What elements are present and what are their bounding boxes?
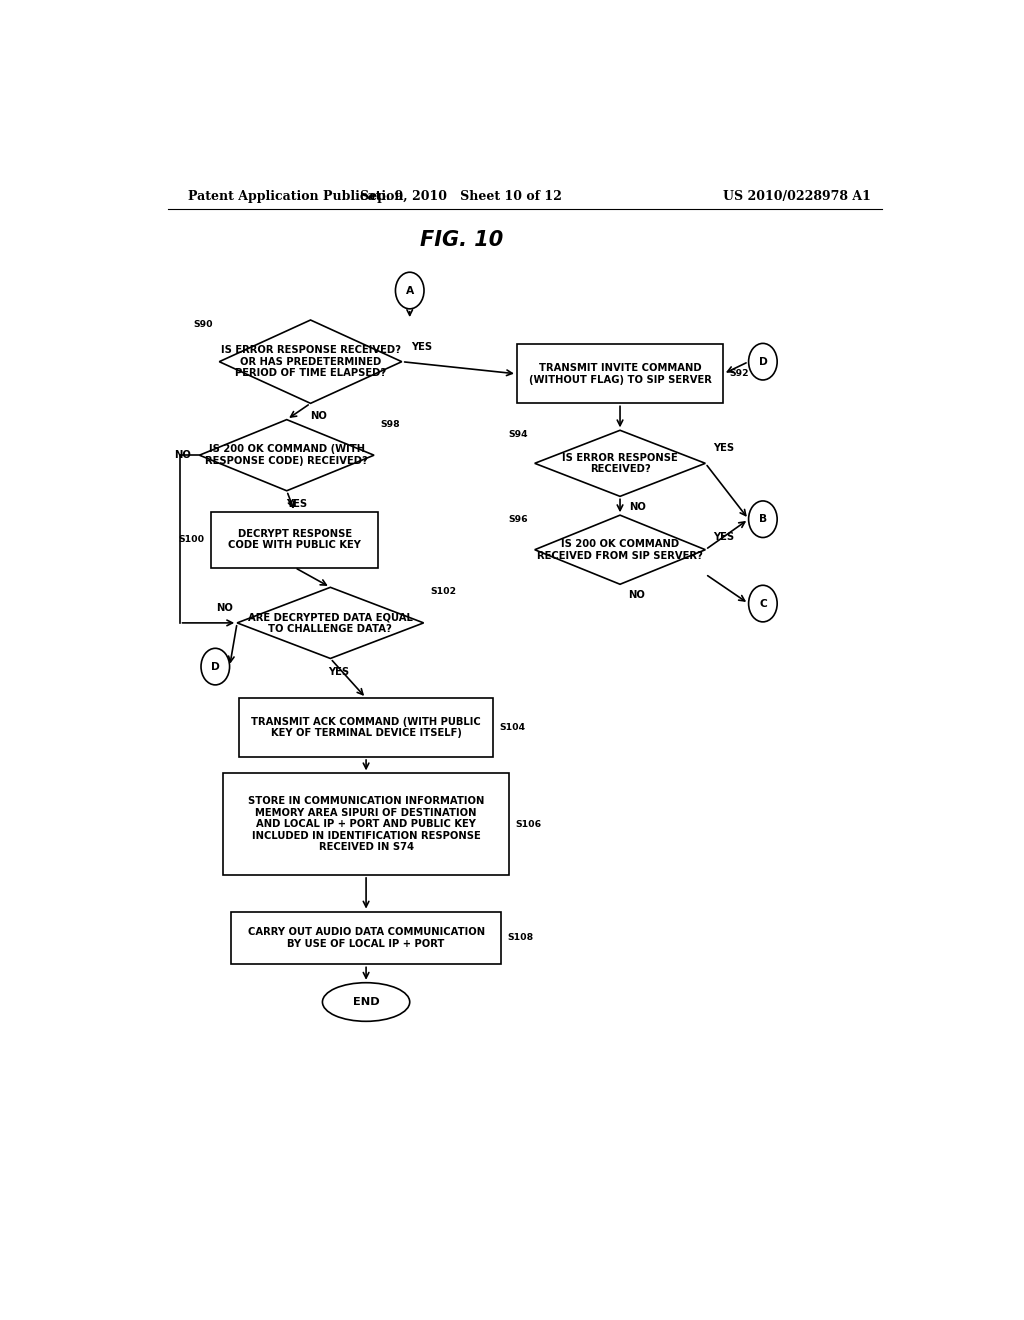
Circle shape xyxy=(395,272,424,309)
Text: C: C xyxy=(759,598,767,609)
Text: S102: S102 xyxy=(430,587,456,597)
Polygon shape xyxy=(200,420,374,491)
Text: NO: NO xyxy=(310,412,327,421)
Text: IS ERROR RESPONSE
RECEIVED?: IS ERROR RESPONSE RECEIVED? xyxy=(562,453,678,474)
Text: NO: NO xyxy=(216,603,233,612)
Ellipse shape xyxy=(323,982,410,1022)
Polygon shape xyxy=(238,587,424,659)
Text: B: B xyxy=(759,515,767,524)
Text: S98: S98 xyxy=(380,420,400,429)
FancyBboxPatch shape xyxy=(223,774,509,875)
Text: D: D xyxy=(211,661,220,672)
Text: DECRYPT RESPONSE
CODE WITH PUBLIC KEY: DECRYPT RESPONSE CODE WITH PUBLIC KEY xyxy=(228,529,361,550)
Text: IS ERROR RESPONSE RECEIVED?
OR HAS PREDETERMINED
PERIOD OF TIME ELAPSED?: IS ERROR RESPONSE RECEIVED? OR HAS PREDE… xyxy=(220,345,400,379)
Text: END: END xyxy=(352,997,380,1007)
Text: NO: NO xyxy=(630,503,646,512)
Text: NO: NO xyxy=(628,590,645,601)
Text: Sep. 9, 2010   Sheet 10 of 12: Sep. 9, 2010 Sheet 10 of 12 xyxy=(360,190,562,202)
Text: S106: S106 xyxy=(515,820,542,829)
Circle shape xyxy=(201,648,229,685)
Text: Patent Application Publication: Patent Application Publication xyxy=(187,190,403,202)
Text: CARRY OUT AUDIO DATA COMMUNICATION
BY USE OF LOCAL IP + PORT: CARRY OUT AUDIO DATA COMMUNICATION BY US… xyxy=(248,927,484,949)
Text: S90: S90 xyxy=(194,319,213,329)
FancyBboxPatch shape xyxy=(239,698,494,758)
FancyBboxPatch shape xyxy=(211,512,378,568)
Polygon shape xyxy=(219,319,401,404)
Text: TRANSMIT ACK COMMAND (WITH PUBLIC
KEY OF TERMINAL DEVICE ITSELF): TRANSMIT ACK COMMAND (WITH PUBLIC KEY OF… xyxy=(251,717,481,738)
Text: S92: S92 xyxy=(729,370,749,379)
Text: TRANSMIT INVITE COMMAND
(WITHOUT FLAG) TO SIP SERVER: TRANSMIT INVITE COMMAND (WITHOUT FLAG) T… xyxy=(528,363,712,384)
Circle shape xyxy=(749,500,777,537)
Polygon shape xyxy=(535,515,706,585)
Text: NO: NO xyxy=(175,450,191,461)
Text: S104: S104 xyxy=(500,723,525,733)
Text: YES: YES xyxy=(714,532,734,541)
Text: IS 200 OK COMMAND
RECEIVED FROM SIP SERVER?: IS 200 OK COMMAND RECEIVED FROM SIP SERV… xyxy=(538,539,702,561)
Text: D: D xyxy=(759,356,767,367)
Text: STORE IN COMMUNICATION INFORMATION
MEMORY AREA SIPURI OF DESTINATION
AND LOCAL I: STORE IN COMMUNICATION INFORMATION MEMOR… xyxy=(248,796,484,853)
Text: IS 200 OK COMMAND (WITH
RESPONSE CODE) RECEIVED?: IS 200 OK COMMAND (WITH RESPONSE CODE) R… xyxy=(205,445,369,466)
FancyBboxPatch shape xyxy=(517,345,723,404)
FancyBboxPatch shape xyxy=(231,912,501,965)
Text: FIG. 10: FIG. 10 xyxy=(420,230,503,249)
Text: A: A xyxy=(406,285,414,296)
Text: S100: S100 xyxy=(179,535,205,544)
Text: S96: S96 xyxy=(509,515,528,524)
Text: YES: YES xyxy=(328,667,349,677)
Text: S94: S94 xyxy=(509,430,528,440)
Text: US 2010/0228978 A1: US 2010/0228978 A1 xyxy=(723,190,871,202)
Text: YES: YES xyxy=(714,444,734,453)
Text: ARE DECRYPTED DATA EQUAL
TO CHALLENGE DATA?: ARE DECRYPTED DATA EQUAL TO CHALLENGE DA… xyxy=(248,612,413,634)
Text: YES: YES xyxy=(286,499,307,510)
Text: S108: S108 xyxy=(507,933,534,942)
Polygon shape xyxy=(535,430,706,496)
Circle shape xyxy=(749,585,777,622)
Circle shape xyxy=(749,343,777,380)
Text: YES: YES xyxy=(412,342,432,351)
